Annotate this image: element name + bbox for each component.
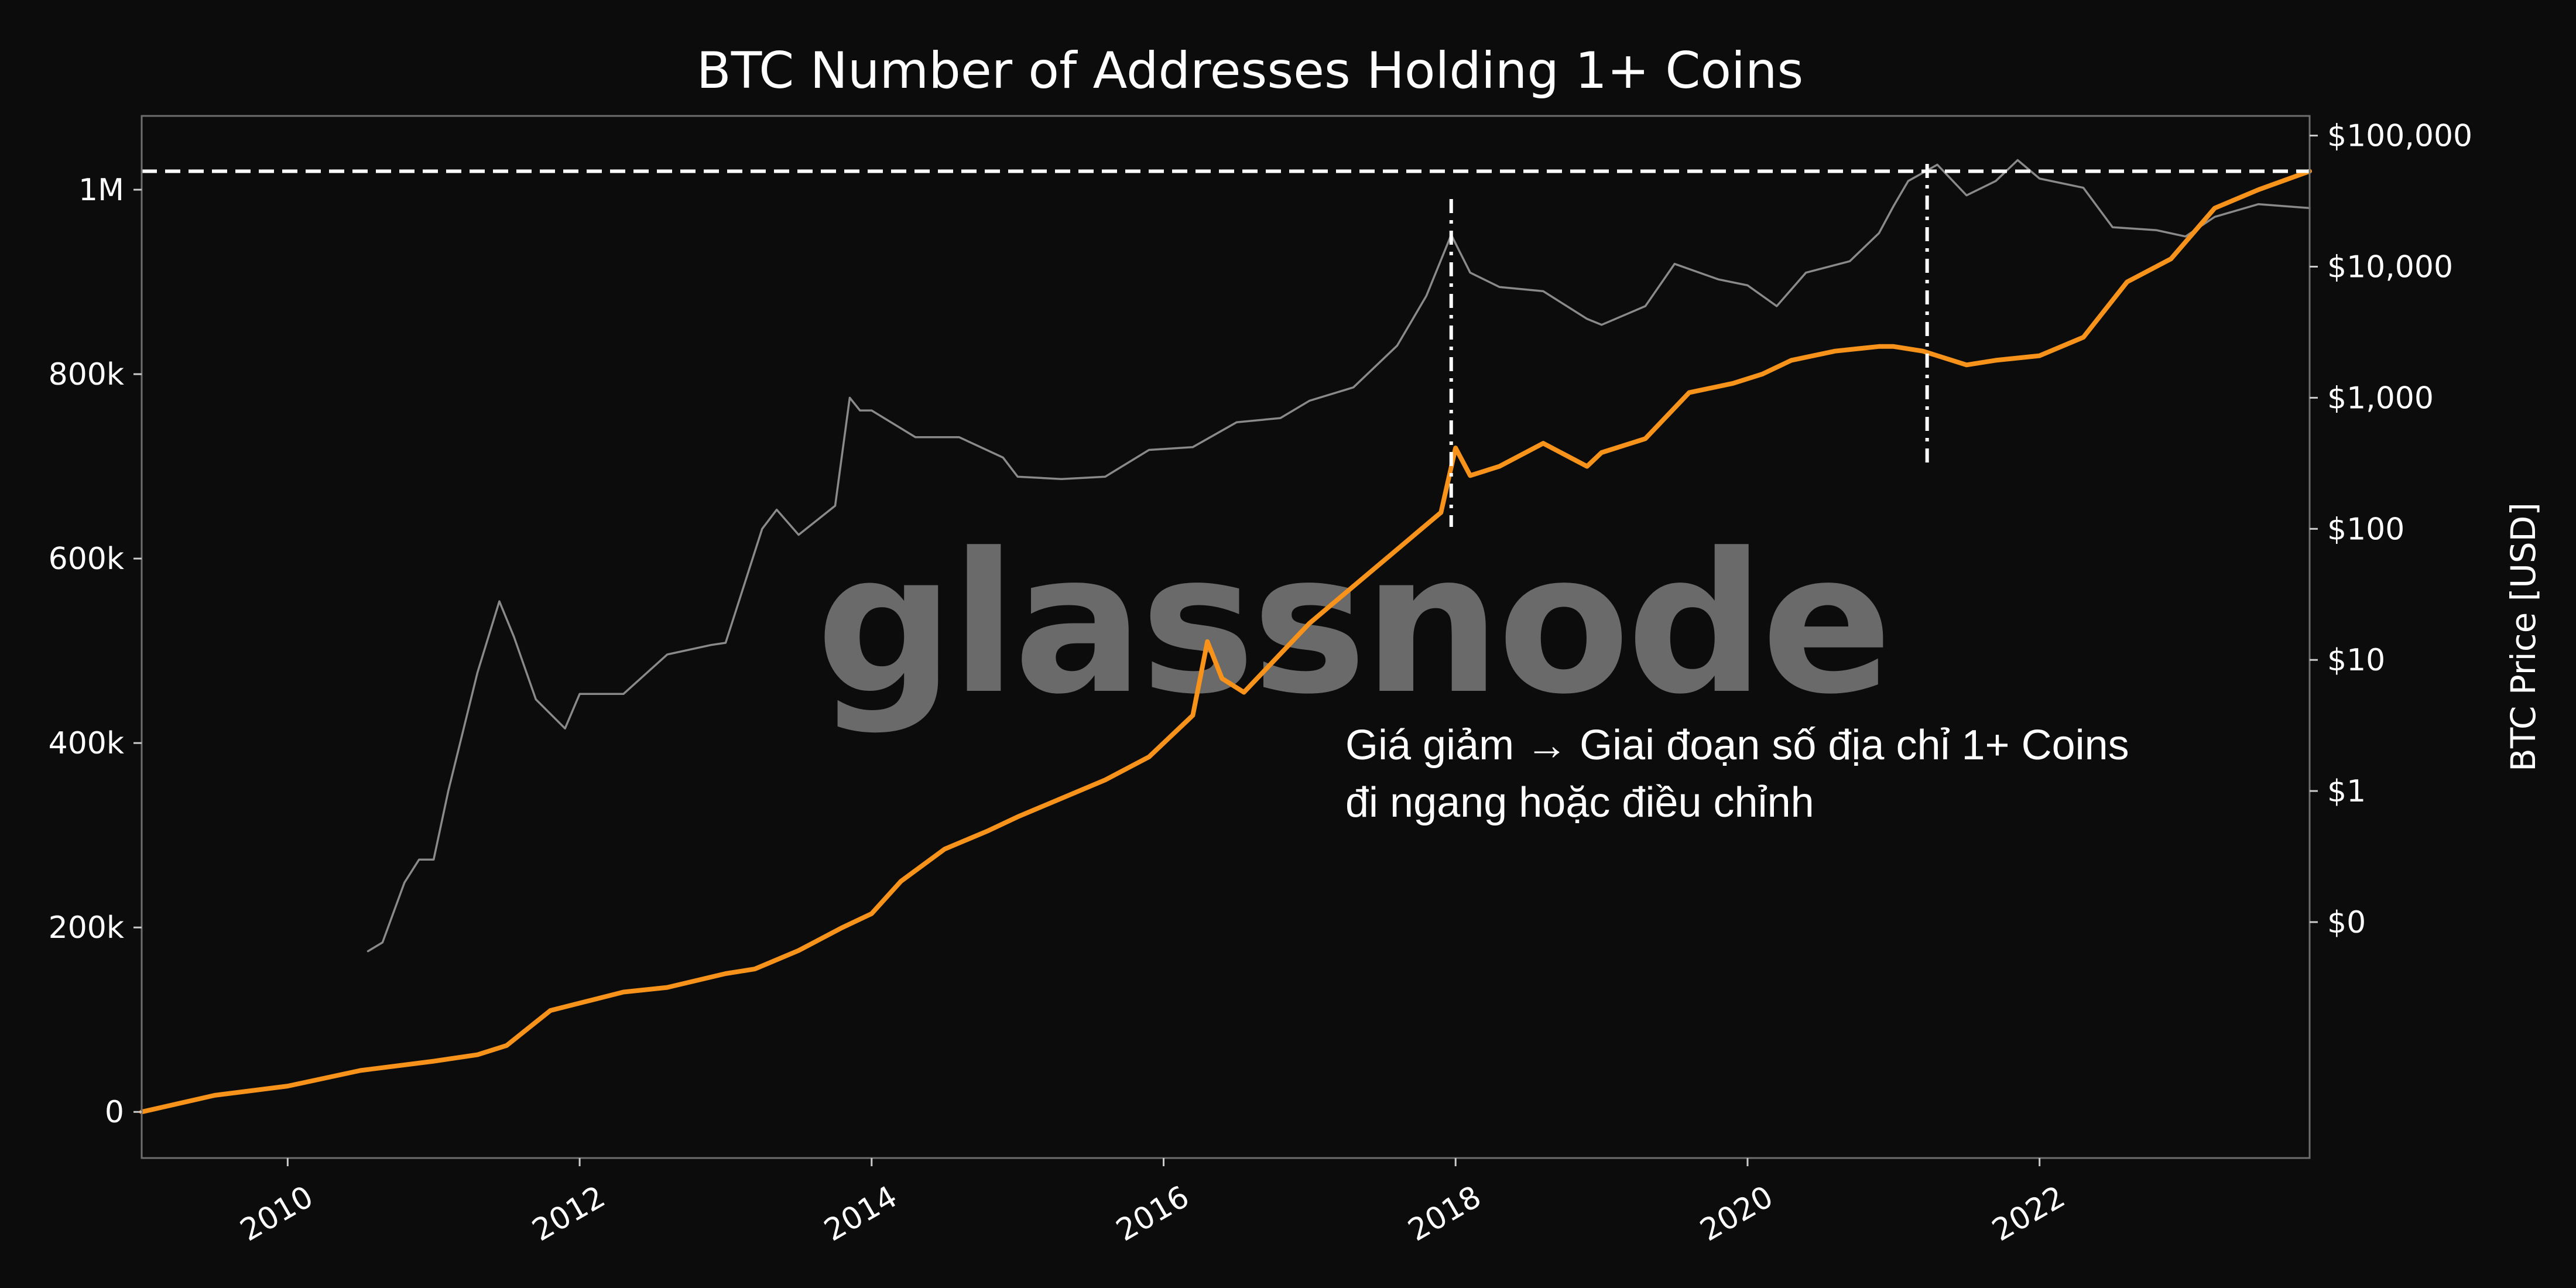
y-right-tick-label: $100,000 (2327, 119, 2472, 154)
chart-title: BTC Number of Addresses Holding 1+ Coins (697, 42, 1804, 100)
series-line-price (366, 159, 2311, 953)
y-right-tick-label: $1,000 (2327, 381, 2434, 416)
y-left-tick-label: 800k (49, 357, 124, 392)
y-right-axis-label: BTC Price [USD] (2503, 502, 2543, 772)
watermark-logo: glassnode (816, 512, 1889, 737)
y-right-tick-label: $0 (2327, 905, 2366, 940)
annotation-line-1: Giá giảm → Giai đoạn số địa chỉ 1+ Coins (1345, 722, 2129, 769)
y-right-tick-label: $1 (2327, 774, 2366, 809)
y-right-tick-label: $10,000 (2327, 249, 2453, 285)
y-right-tick-label: $10 (2327, 643, 2385, 678)
y-left-tick-label: 400k (49, 726, 124, 761)
plot-area (139, 159, 2312, 1115)
plot-frame (141, 115, 2311, 1159)
y-left-tick-label: 1M (78, 173, 124, 208)
annotation-line-2: đi ngang hoặc điều chỉnh (1345, 779, 1814, 826)
y-left-tick-label: 200k (49, 910, 124, 946)
y-right-tick-label: $100 (2327, 512, 2404, 547)
y-left-tick-label: 600k (49, 542, 124, 577)
series-line-addresses (139, 169, 2312, 1115)
y-left-tick-label: 0 (105, 1095, 124, 1130)
